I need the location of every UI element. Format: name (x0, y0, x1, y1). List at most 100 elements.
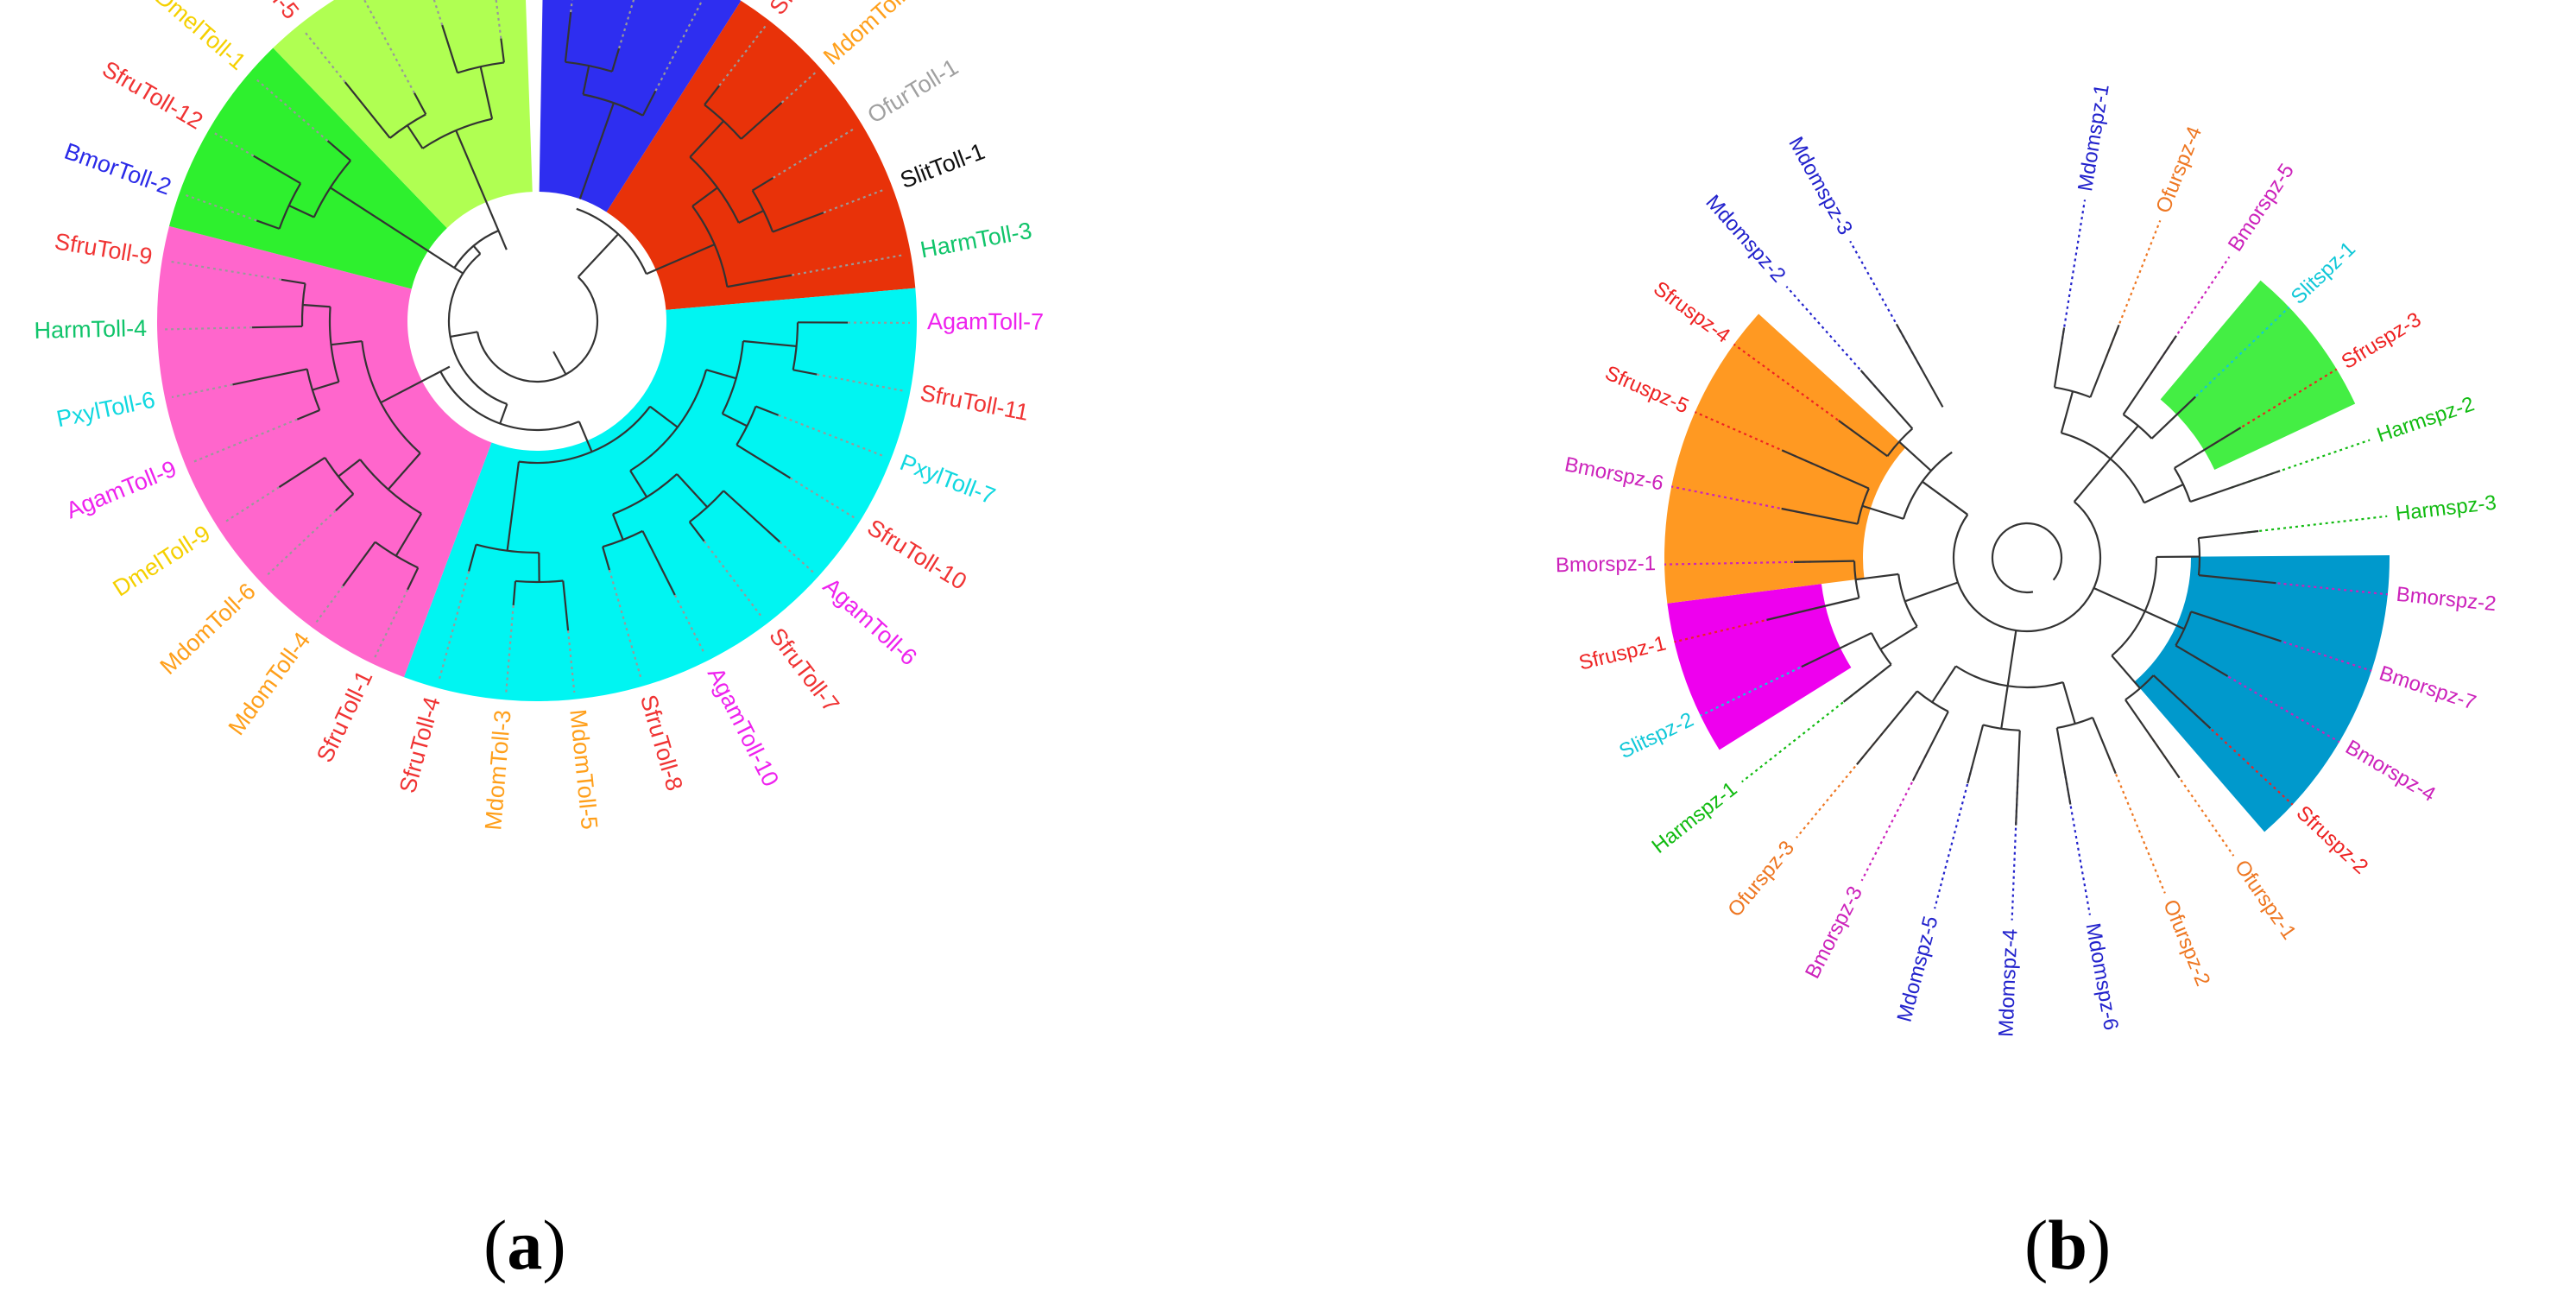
branch-segment (1741, 690, 1859, 783)
branch-segment (654, 0, 704, 92)
leaf-label: SlitToll-1 (897, 138, 988, 193)
branch-segment (387, 452, 421, 490)
panel-a-caption: (a) (483, 1206, 566, 1284)
branch-segment (1911, 711, 1949, 782)
branch-segment (564, 12, 572, 62)
branch-segment (641, 530, 676, 596)
branch-segment (1842, 663, 1892, 703)
branch-segment (778, 414, 886, 458)
leaf-label: Mdomspz-6 (2081, 921, 2123, 1032)
branch-segment (773, 126, 856, 179)
branch-segment (406, 124, 424, 149)
branch-segment (191, 418, 298, 464)
branch-segment (1781, 507, 1859, 525)
branch-segment (338, 459, 361, 478)
branch-segment (2144, 484, 2184, 504)
branch-segment (641, 90, 657, 117)
panel-a-clade-wedges (156, 0, 917, 701)
branch-segment (1838, 420, 1888, 458)
leaf-label: SfruToll-1 (312, 667, 378, 767)
branch-arc (602, 529, 643, 548)
branch-segment (722, 413, 748, 427)
leaf-label: PxylToll-7 (897, 449, 1000, 509)
leaf-label: Sfruspz-1 (1576, 631, 1668, 674)
branch-segment (326, 140, 351, 161)
leaf-label: Ofurspz-1 (2230, 856, 2301, 944)
leaf-label: HarmToll-3 (919, 218, 1034, 263)
branch-arc (751, 189, 774, 232)
branch-segment (738, 210, 764, 225)
leaf-label: DmelToll-1 (150, 0, 250, 75)
leaf-label: Sfruspz-5 (1601, 361, 1692, 418)
branch-segment (232, 368, 307, 386)
panel-b-clade-wedges (1664, 280, 2390, 832)
leaf-label: SfruToll-3 (764, 0, 845, 20)
branch-segment (562, 580, 570, 631)
branch-segment (2015, 730, 2021, 826)
branch-segment (479, 66, 494, 119)
branch-segment (223, 486, 281, 524)
branch-segment (1922, 480, 1968, 516)
leaf-label: Bmorspz-4 (2341, 736, 2440, 807)
branch-segment (2053, 327, 2066, 388)
branch-segment (772, 212, 824, 233)
branch-segment (2174, 427, 2242, 469)
leaf-label: OfurToll-1 (863, 54, 963, 128)
clade-wedge (169, 47, 447, 289)
panel-b-letter: b (2048, 1206, 2087, 1284)
branch-segment (2144, 610, 2185, 630)
branch-segment (1794, 560, 1855, 563)
branch-segment (676, 473, 709, 509)
leaf-label: SfruToll-5 (222, 0, 304, 24)
branch-segment (2152, 674, 2212, 730)
clade-wedge (539, 0, 742, 212)
branch-segment (703, 541, 764, 619)
branch-arc (1952, 501, 2102, 633)
leaf-label: Sfruspz-3 (2338, 307, 2426, 373)
branch-segment (742, 339, 797, 348)
branch-segment (817, 373, 904, 392)
branch-segment (315, 585, 344, 623)
leaf-label: BmorToll-2 (61, 138, 175, 200)
leaf-label: Mdomspz-1 (2074, 82, 2114, 193)
branch-segment (363, 0, 415, 94)
branch-segment (1931, 665, 1957, 703)
leaf-label: AgamToll-7 (927, 308, 1044, 335)
branch-arc (359, 459, 422, 515)
branch-segment (2060, 390, 2074, 434)
branch-segment (288, 205, 315, 218)
leaf-label: Harmspz-1 (1647, 777, 1741, 858)
branch-segment (171, 383, 233, 399)
branch-segment (472, 245, 482, 255)
leaf-label: Sfruspz-2 (2292, 801, 2373, 879)
branch-segment (566, 630, 576, 693)
branch-segment (1895, 323, 1944, 408)
branch-segment (168, 260, 282, 281)
branch-arc (689, 156, 740, 224)
branch-segment (1856, 690, 1918, 765)
leaf-label: PxylToll-6 (54, 387, 157, 433)
leaf-label: SfruToll-11 (919, 380, 1031, 426)
leaf-label: Bmorspz-5 (2224, 160, 2299, 256)
leaf-label: Bmorspz-6 (1563, 452, 1665, 495)
branch-segment (1967, 725, 1985, 784)
branch-segment (450, 331, 478, 338)
branch-segment (736, 444, 791, 479)
leaf-label: MdomToll-3 (480, 709, 515, 832)
branch-segment (2060, 199, 2087, 345)
leaf-label: Bmorspz-3 (1801, 883, 1867, 983)
branch-segment (506, 461, 521, 551)
branch-segment (495, 0, 502, 39)
branch-segment (256, 219, 281, 230)
branch-segment (380, 365, 451, 404)
branch-segment (578, 421, 593, 452)
branch-segment (2150, 396, 2196, 440)
leaf-label: MdomToll-6 (155, 578, 261, 679)
leaf-label: Ofurspz-3 (1723, 837, 1799, 921)
branch-segment (254, 77, 329, 142)
branch-segment (331, 340, 363, 346)
panel-b-branches (1664, 199, 2388, 921)
branch-segment (2122, 335, 2177, 415)
branch-segment (1859, 370, 1914, 430)
leaf-label: Sfruspz-4 (1649, 276, 1734, 347)
